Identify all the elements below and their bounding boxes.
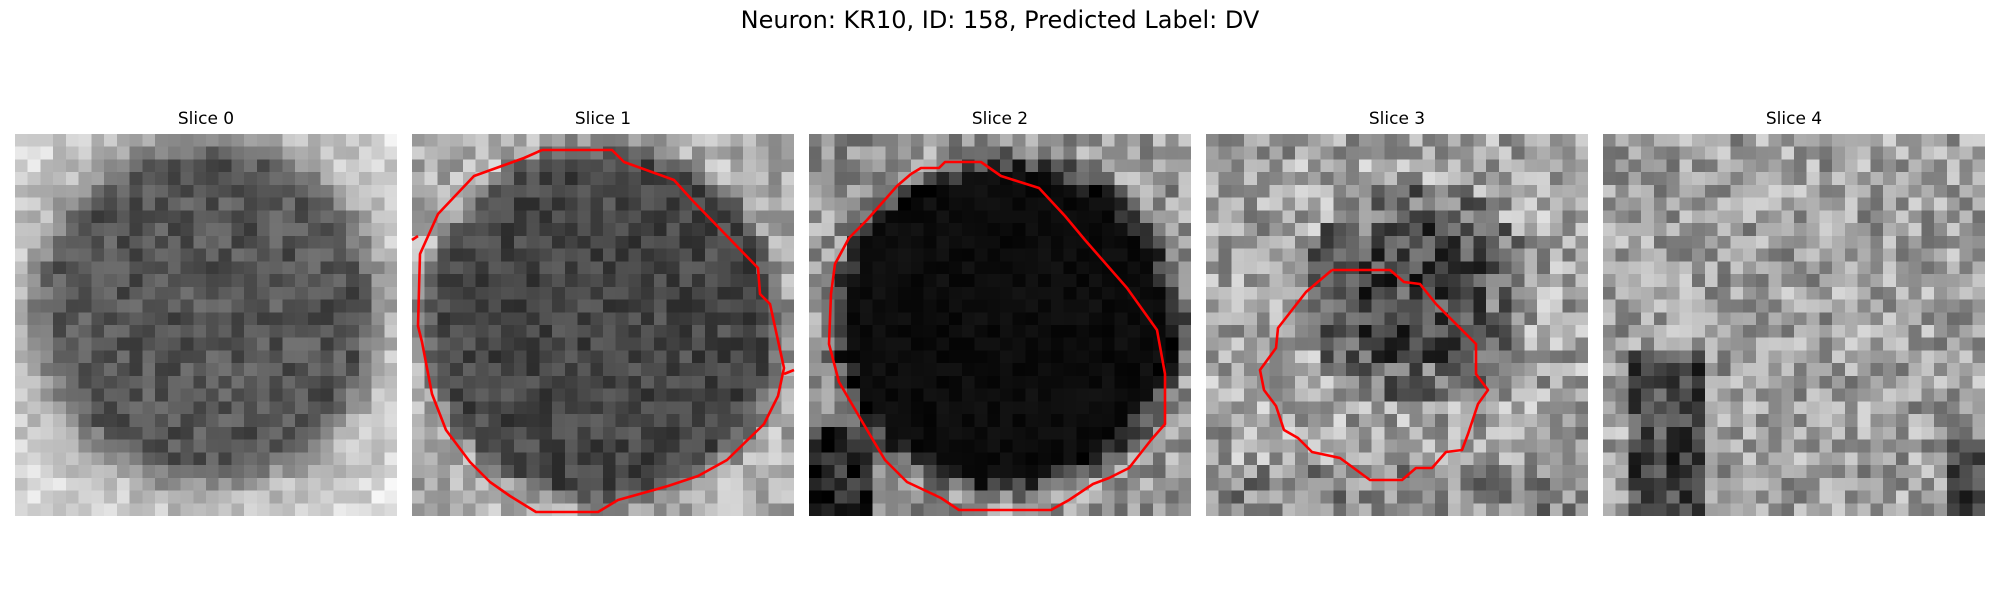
slice-2-title: Slice 2 — [808, 109, 1192, 129]
slice-1-title: Slice 1 — [411, 109, 795, 129]
slice-0-image — [15, 134, 397, 516]
figure-title: Neuron: KR10, ID: 158, Predicted Label: … — [0, 6, 2000, 34]
slice-4-title: Slice 4 — [1602, 109, 1986, 129]
slice-1-contour — [412, 134, 794, 516]
slice-3-title: Slice 3 — [1205, 109, 1589, 129]
slice-3-contour — [1206, 134, 1588, 516]
slice-0-title: Slice 0 — [14, 109, 398, 129]
slice-4-image — [1603, 134, 1985, 516]
slice-2-contour — [809, 134, 1191, 516]
